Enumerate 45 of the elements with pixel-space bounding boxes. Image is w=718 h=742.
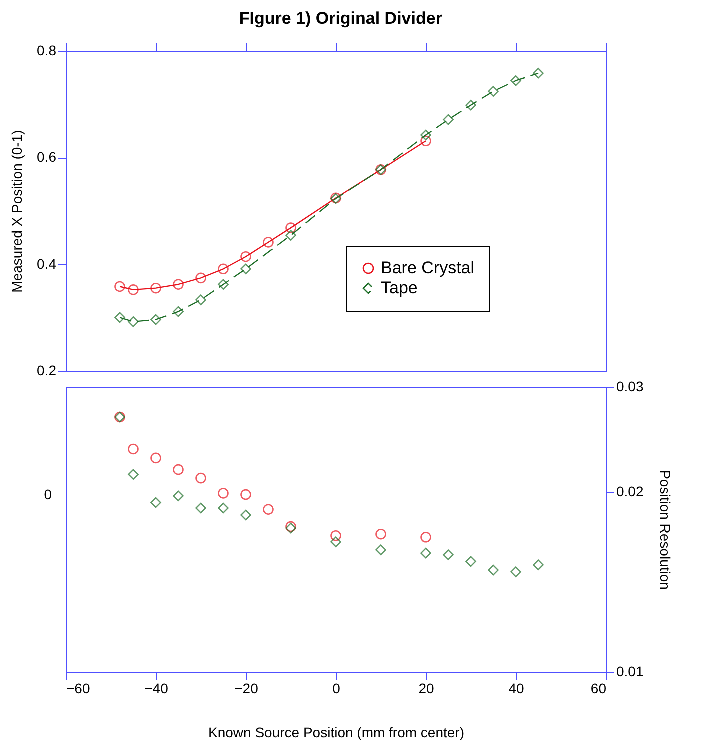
y-tick-label: 0.8 xyxy=(37,42,57,58)
point xyxy=(420,130,432,141)
point xyxy=(150,282,162,294)
point xyxy=(128,316,139,328)
point xyxy=(128,284,139,296)
legend-label: Bare Crystal xyxy=(381,258,475,278)
point xyxy=(263,237,274,248)
point xyxy=(114,312,126,324)
text: 0 xyxy=(44,486,52,502)
x-tick-label: 60 xyxy=(590,680,607,696)
y2-tick-label: 0.02 xyxy=(616,484,644,500)
point xyxy=(466,100,476,111)
y2-tick-label: 0.01 xyxy=(616,664,644,680)
point xyxy=(286,230,296,241)
point xyxy=(420,136,432,147)
x-axis-title: Known Source Position (mm from center) xyxy=(208,724,464,740)
point xyxy=(173,279,184,290)
point xyxy=(218,279,229,290)
point xyxy=(218,264,229,275)
point xyxy=(150,314,162,326)
y-tick-label: 0.4 xyxy=(37,256,57,272)
y-tick-label: 0.6 xyxy=(37,149,57,166)
point xyxy=(173,306,184,318)
x-tick-label: −20 xyxy=(234,680,259,696)
x-tick-label: 0 xyxy=(332,680,341,696)
point xyxy=(196,294,206,306)
y-axis-title: Measured X Position (0-1) xyxy=(9,130,26,293)
point xyxy=(114,281,126,292)
x-tick-label: 40 xyxy=(508,680,524,696)
y-tick-label: 0.2 xyxy=(37,362,57,378)
point xyxy=(286,222,296,234)
x-tick-label: 20 xyxy=(418,680,434,696)
point xyxy=(510,75,522,86)
x-tick-label: −40 xyxy=(144,680,169,696)
point xyxy=(488,86,499,97)
point xyxy=(196,272,206,284)
point xyxy=(240,264,252,275)
point xyxy=(533,68,544,79)
y2-axis-title: Position Resolution xyxy=(658,470,674,590)
x-tick-label: −60 xyxy=(66,680,90,696)
legend-label: Tape xyxy=(381,278,418,298)
chart-title: FIgure 1) Original Divider xyxy=(239,9,443,28)
point xyxy=(443,114,454,126)
y2-tick-label: 0.03 xyxy=(616,378,644,394)
point xyxy=(240,251,252,262)
